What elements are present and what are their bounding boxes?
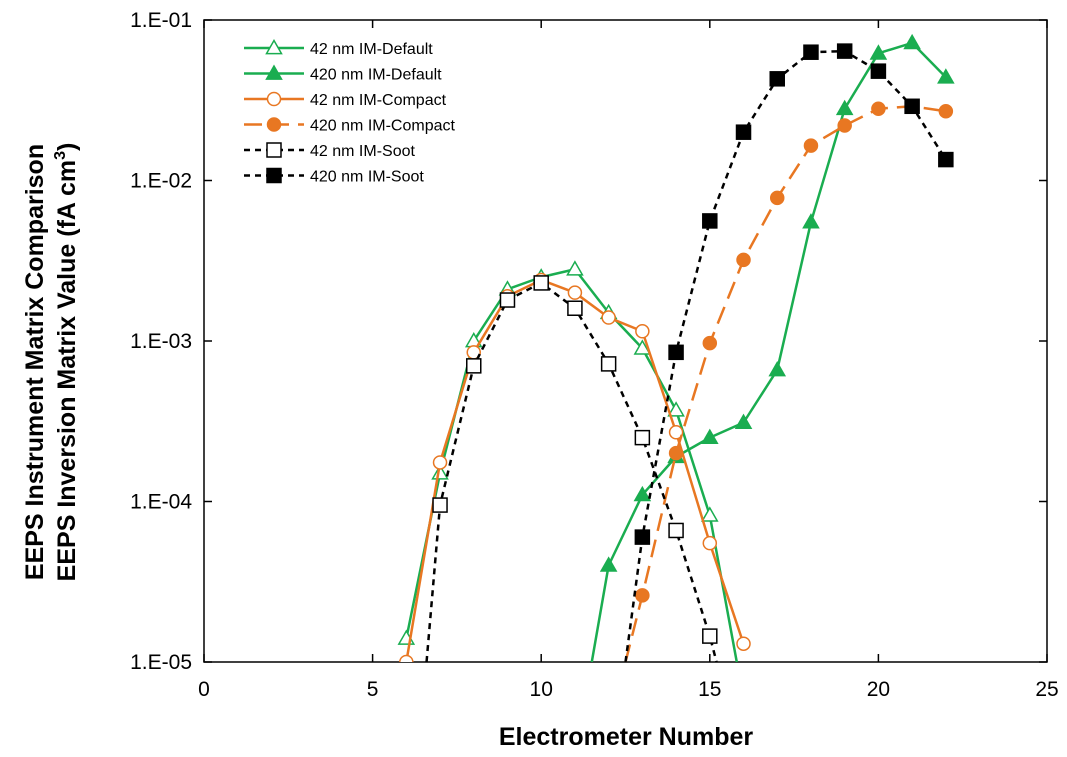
data-point bbox=[533, 275, 549, 291]
data-point bbox=[870, 63, 887, 79]
series-line bbox=[624, 105, 947, 662]
y-axis-title-line-1: EEPS Instrument Matrix Comparison bbox=[21, 144, 49, 580]
legend-swatch-marker bbox=[265, 38, 283, 55]
data-point bbox=[702, 628, 718, 644]
legend-label: 42 nm IM-Soot bbox=[310, 143, 415, 160]
data-point bbox=[803, 138, 819, 153]
x-tick-label: 20 bbox=[867, 678, 890, 701]
data-point bbox=[567, 300, 583, 316]
y-tick-label: 1.E-02 bbox=[130, 170, 192, 193]
legend-swatch-marker bbox=[265, 64, 283, 80]
legend-swatch-marker bbox=[266, 117, 282, 132]
data-point bbox=[668, 344, 684, 361]
data-point bbox=[566, 260, 584, 276]
data-point bbox=[802, 213, 820, 229]
data-point bbox=[904, 98, 920, 115]
data-point bbox=[836, 43, 853, 59]
legend-item: 42 nm IM-Default bbox=[244, 38, 433, 58]
y-axis-title-main: EEPS Inversion Matrix Value (fA cm bbox=[53, 160, 81, 581]
legend-swatch-marker bbox=[266, 167, 282, 184]
data-point bbox=[668, 445, 684, 461]
data-point bbox=[499, 292, 516, 308]
x-tick-label: 15 bbox=[698, 678, 721, 701]
data-point bbox=[938, 104, 954, 119]
data-point bbox=[432, 455, 448, 470]
legend-label: 420 nm IM-Soot bbox=[310, 169, 424, 186]
series-5 bbox=[425, 275, 718, 662]
data-point bbox=[668, 425, 684, 440]
data-point bbox=[938, 151, 954, 168]
data-point bbox=[736, 636, 751, 651]
series-3 bbox=[399, 272, 751, 662]
series-line bbox=[405, 278, 745, 662]
data-point bbox=[903, 33, 921, 50]
data-point bbox=[701, 428, 719, 445]
series-layer bbox=[397, 33, 955, 662]
data-point bbox=[667, 401, 685, 417]
x-tick-label: 25 bbox=[1035, 678, 1058, 701]
data-point bbox=[734, 413, 753, 430]
x-axis-title: Electrometer Number bbox=[499, 723, 754, 751]
data-point bbox=[668, 522, 684, 539]
data-point bbox=[635, 588, 650, 603]
data-point bbox=[769, 190, 785, 206]
legend-item: 420 nm IM-Compact bbox=[244, 117, 455, 135]
y-tick-label: 1.E-03 bbox=[130, 330, 192, 353]
data-point bbox=[399, 654, 414, 662]
series-6 bbox=[624, 43, 954, 662]
data-point bbox=[633, 339, 652, 355]
y-tick-label: 1.E-01 bbox=[130, 9, 192, 32]
data-point bbox=[835, 99, 854, 116]
y-axis-title-close: ) bbox=[53, 143, 81, 151]
y-axis-title-superscript: 3 bbox=[52, 151, 69, 160]
data-point bbox=[601, 310, 616, 325]
legend-item: 42 nm IM-Soot bbox=[244, 142, 415, 160]
data-point bbox=[702, 535, 718, 551]
data-point bbox=[702, 335, 718, 351]
data-point bbox=[431, 464, 449, 480]
legend-item: 420 nm IM-Default bbox=[244, 64, 442, 84]
x-tick-label: 10 bbox=[530, 678, 553, 701]
data-point bbox=[736, 252, 751, 268]
y-tick-label: 1.E-05 bbox=[130, 651, 192, 674]
data-point bbox=[635, 324, 650, 339]
data-point bbox=[633, 485, 652, 502]
data-point bbox=[735, 124, 752, 140]
series-2 bbox=[590, 33, 955, 662]
data-point bbox=[600, 356, 617, 372]
legend-label: 42 nm IM-Default bbox=[310, 41, 433, 58]
data-point bbox=[701, 506, 719, 522]
y-axis-title-line-2: EEPS Inversion Matrix Value (fA cm3) bbox=[52, 143, 81, 582]
data-point bbox=[599, 556, 618, 572]
data-point bbox=[769, 71, 785, 87]
legend: 42 nm IM-Default 420 nm IM-Default 42 nm I… bbox=[244, 38, 455, 186]
data-point bbox=[466, 358, 482, 374]
legend-label: 420 nm IM-Compact bbox=[310, 118, 455, 135]
data-point bbox=[567, 285, 583, 300]
data-point bbox=[803, 44, 819, 60]
data-point bbox=[432, 497, 448, 513]
data-point bbox=[871, 101, 886, 116]
legend-item: 420 nm IM-Soot bbox=[244, 167, 424, 186]
legend-swatch-marker bbox=[266, 91, 282, 107]
legend-swatch-marker bbox=[266, 142, 282, 158]
data-point bbox=[634, 529, 651, 545]
data-point bbox=[634, 429, 651, 446]
data-point bbox=[869, 44, 888, 60]
legend-label: 42 nm IM-Compact bbox=[310, 92, 447, 109]
data-point bbox=[937, 68, 955, 84]
x-tick-label: 0 bbox=[198, 678, 210, 701]
series-4 bbox=[624, 99, 954, 662]
data-point bbox=[702, 213, 718, 229]
legend-item: 42 nm IM-Compact bbox=[244, 91, 447, 109]
series-line bbox=[590, 41, 947, 662]
y-tick-label: 1.E-04 bbox=[130, 491, 192, 514]
x-tick-label: 5 bbox=[367, 678, 379, 701]
plot-frame bbox=[203, 19, 1048, 663]
data-point bbox=[768, 360, 787, 377]
data-point bbox=[837, 118, 852, 133]
legend-label: 420 nm IM-Default bbox=[310, 67, 442, 84]
